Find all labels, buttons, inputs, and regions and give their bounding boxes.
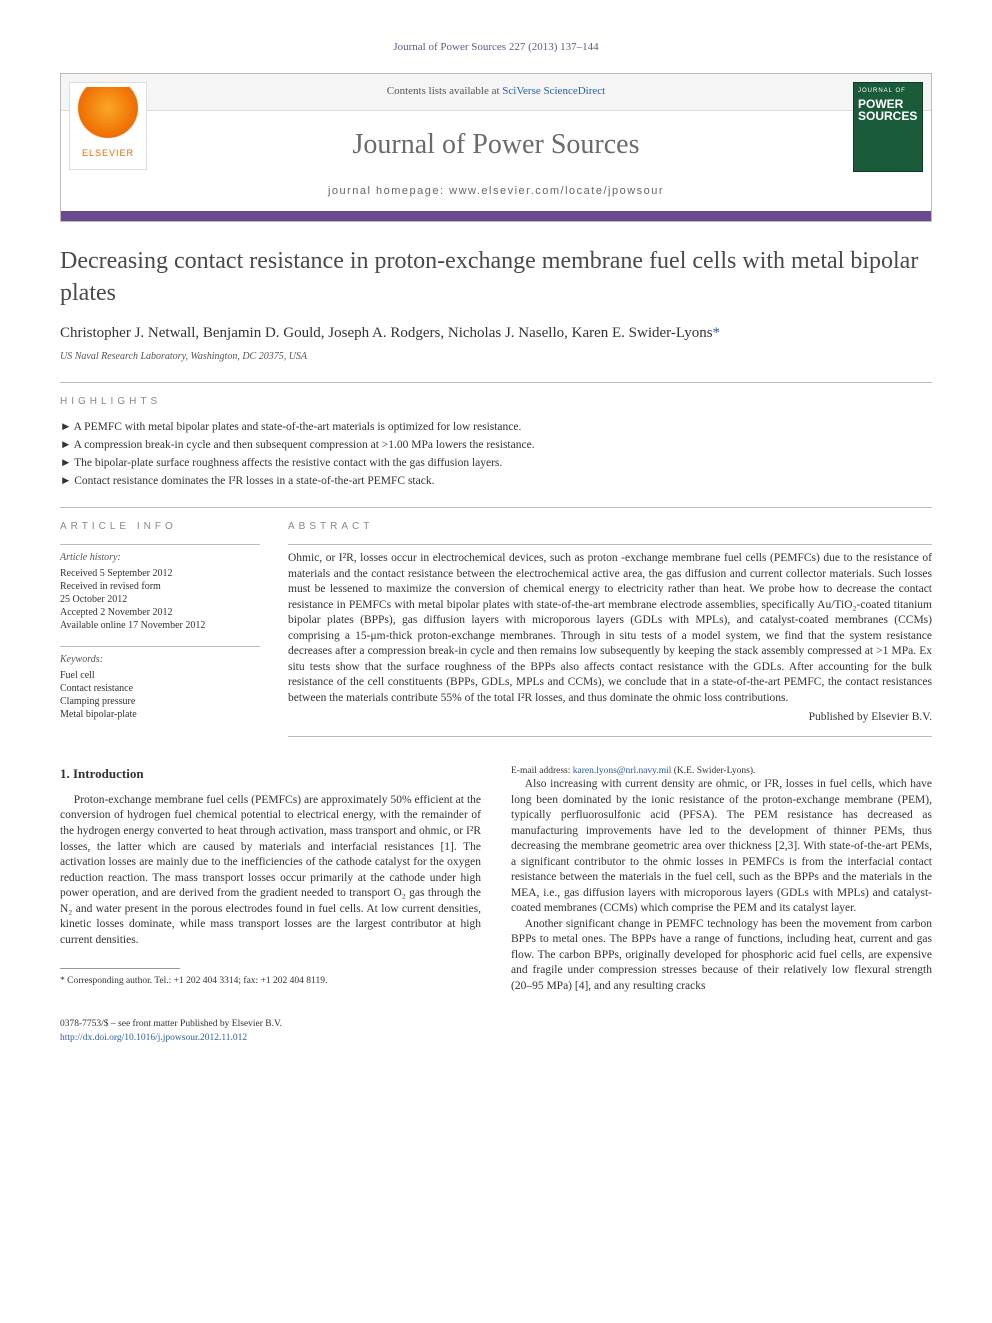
divider (60, 507, 932, 508)
section-1-title: 1. Introduction (60, 765, 481, 783)
keywords-block: Keywords: Fuel cell Contact resistance C… (60, 653, 260, 721)
citation-line: Journal of Power Sources 227 (2013) 137–… (60, 40, 932, 55)
divider (60, 382, 932, 383)
keyword: Clamping pressure (60, 695, 260, 708)
email-suffix: (K.E. Swider-Lyons). (671, 766, 755, 776)
doi-link[interactable]: http://dx.doi.org/10.1016/j.jpowsour.201… (60, 1033, 247, 1043)
corresponding-marker: * (713, 325, 721, 341)
divider (60, 646, 260, 647)
header-accent-bar (61, 211, 931, 221)
article-title: Decreasing contact resistance in proton-… (60, 246, 932, 308)
highlight-item: The bipolar-plate surface roughness affe… (60, 455, 932, 471)
authors-names: Christopher J. Netwall, Benjamin D. Goul… (60, 325, 713, 341)
keyword: Metal bipolar-plate (60, 708, 260, 721)
history-head: Article history: (60, 551, 260, 565)
email-label: E-mail address: (511, 766, 573, 776)
authors-list: Christopher J. Netwall, Benjamin D. Goul… (60, 323, 932, 344)
highlights-label: HIGHLIGHTS (60, 395, 932, 409)
history-block: Article history: Received 5 September 20… (60, 551, 260, 632)
body-paragraph: Also increasing with current density are… (511, 777, 932, 917)
history-line: Accepted 2 November 2012 (60, 606, 260, 619)
abstract-column: ABSTRACT Ohmic, or I²R, losses occur in … (288, 520, 932, 737)
history-line: Received in revised form (60, 580, 260, 593)
history-line: 25 October 2012 (60, 593, 260, 606)
journal-title: Journal of Power Sources (61, 111, 931, 178)
cover-main-text: POWER SOURCES (858, 98, 918, 122)
keyword: Fuel cell (60, 669, 260, 682)
journal-header: ELSEVIER JOURNAL OF POWER SOURCES Conten… (60, 73, 932, 222)
homepage-url[interactable]: www.elsevier.com/locate/jpowsour (449, 185, 664, 197)
history-line: Received 5 September 2012 (60, 567, 260, 580)
journal-cover-thumb: JOURNAL OF POWER SOURCES (853, 82, 923, 172)
issn-line: 0378-7753/$ – see front matter Published… (60, 1018, 932, 1031)
highlights-list: A PEMFC with metal bipolar plates and st… (60, 419, 932, 489)
body-paragraph: Proton-exchange membrane fuel cells (PEM… (60, 793, 481, 948)
highlight-item: A PEMFC with metal bipolar plates and st… (60, 419, 932, 435)
sciverse-link[interactable]: SciVerse ScienceDirect (502, 85, 605, 97)
article-info-label: ARTICLE INFO (60, 520, 260, 534)
highlight-item: Contact resistance dominates the I²R los… (60, 473, 932, 489)
bottom-info: 0378-7753/$ – see front matter Published… (60, 1018, 932, 1045)
history-line: Available online 17 November 2012 (60, 619, 260, 632)
elsevier-tree-icon (78, 87, 138, 147)
keyword: Contact resistance (60, 682, 260, 695)
abstract-publisher: Published by Elsevier B.V. (288, 710, 932, 726)
contents-available: Contents lists available at SciVerse Sci… (61, 74, 931, 110)
highlight-item: A compression break-in cycle and then su… (60, 437, 932, 453)
keywords-head: Keywords: (60, 653, 260, 667)
divider (60, 544, 260, 545)
elsevier-label: ELSEVIER (70, 147, 146, 160)
corr-contact: * Corresponding author. Tel.: +1 202 404… (60, 975, 481, 987)
article-info-column: ARTICLE INFO Article history: Received 5… (60, 520, 260, 737)
contents-prefix: Contents lists available at (387, 85, 502, 97)
journal-homepage: journal homepage: www.elsevier.com/locat… (61, 178, 931, 211)
affiliation: US Naval Research Laboratory, Washington… (60, 350, 932, 364)
abstract-body: Ohmic, or I²R, losses occur in electroch… (288, 552, 932, 704)
body-two-column: 1. Introduction Proton-exchange membrane… (60, 765, 932, 995)
abstract-text: Ohmic, or I²R, losses occur in electroch… (288, 551, 932, 726)
elsevier-logo: ELSEVIER (69, 82, 147, 170)
cover-small-text: JOURNAL OF (858, 87, 918, 95)
divider (288, 736, 932, 737)
email-link[interactable]: karen.lyons@nrl.navy.mil (573, 766, 672, 776)
body-paragraph: Another significant change in PEMFC tech… (511, 917, 932, 995)
footnote-divider (60, 968, 180, 969)
info-abstract-row: ARTICLE INFO Article history: Received 5… (60, 520, 932, 737)
homepage-label: journal homepage: (328, 185, 449, 197)
abstract-label: ABSTRACT (288, 520, 932, 534)
divider (288, 544, 932, 545)
